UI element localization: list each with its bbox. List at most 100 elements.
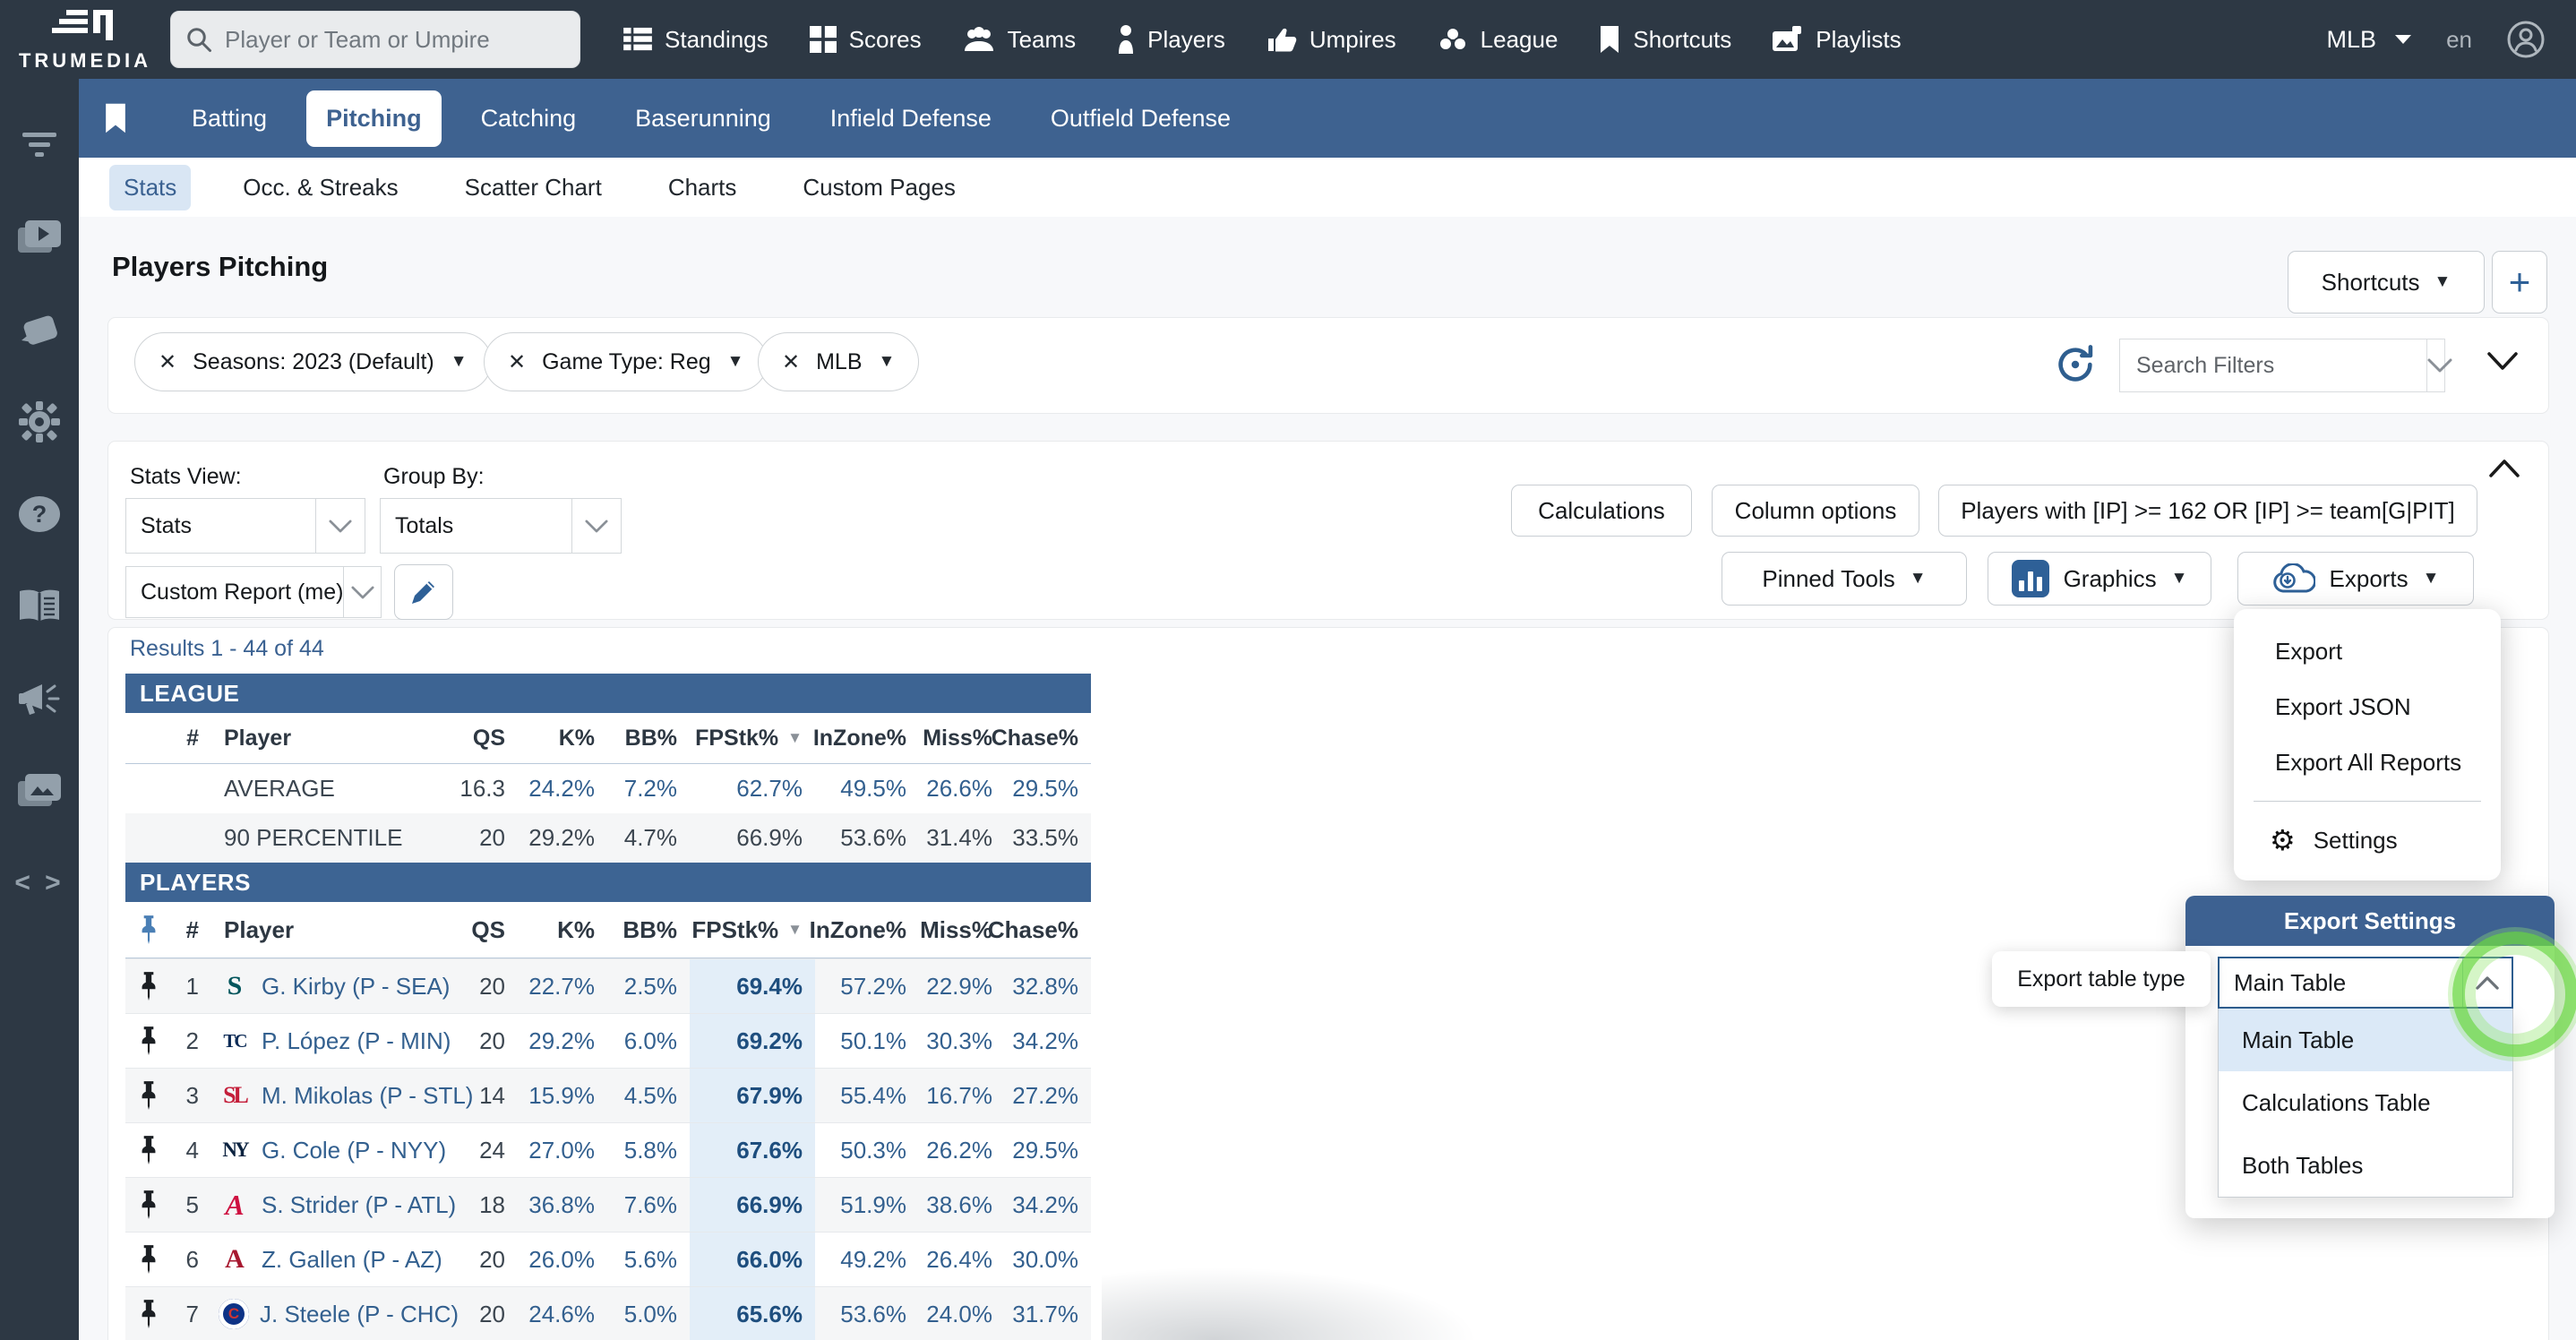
search-filters-caret[interactable]: [2426, 339, 2452, 391]
export-table-type-select[interactable]: Main Table: [2218, 957, 2513, 1009]
tab-stats[interactable]: Stats: [109, 165, 191, 210]
col-num[interactable]: #: [172, 713, 211, 763]
col-k[interactable]: K%: [518, 713, 607, 763]
filter-chip-mlb[interactable]: ✕ MLB ▼: [758, 332, 919, 391]
search-filters-input[interactable]: [2120, 352, 2426, 380]
option-main-table[interactable]: Main Table: [2219, 1009, 2512, 1071]
global-search[interactable]: [170, 11, 580, 68]
nav-scores[interactable]: Scores: [810, 26, 922, 54]
nav-umpires[interactable]: Umpires: [1267, 26, 1396, 54]
trumedia-logo[interactable]: TRUMEDIA: [0, 6, 170, 73]
filter-history-icon[interactable]: [2053, 342, 2098, 387]
player-link[interactable]: P. López (P - MIN): [262, 1027, 451, 1055]
sidebar-item-video-playlists[interactable]: [0, 191, 79, 283]
tab-custom-pages[interactable]: Custom Pages: [788, 165, 970, 210]
edit-report-button[interactable]: [394, 564, 453, 620]
pin-toggle[interactable]: [125, 1014, 172, 1068]
pinned-tools-button[interactable]: Pinned Tools ▼: [1722, 552, 1967, 606]
close-icon[interactable]: ✕: [782, 349, 800, 375]
sidebar-item-glossary[interactable]: [0, 560, 79, 652]
tab-batting[interactable]: Batting: [172, 90, 287, 147]
nav-players[interactable]: Players: [1117, 25, 1225, 54]
filter-chip-seasons[interactable]: ✕ Seasons: 2023 (Default) ▼: [134, 332, 492, 391]
pin-toggle[interactable]: [125, 1287, 172, 1340]
pin-toggle[interactable]: [125, 1178, 172, 1232]
sidebar-item-media-gallery[interactable]: [0, 744, 79, 837]
select-caret-up[interactable]: [2462, 958, 2512, 1007]
menu-item-export-json[interactable]: Export JSON: [2234, 679, 2501, 734]
menu-item-export-all-reports[interactable]: Export All Reports: [2234, 734, 2501, 790]
col-fpstk-sorted[interactable]: FPStk%▼: [690, 902, 815, 958]
sidebar-item-settings[interactable]: [0, 375, 79, 468]
add-page-button[interactable]: +: [2492, 251, 2547, 314]
nav-standings[interactable]: Standings: [623, 26, 769, 54]
col-bb[interactable]: BB%: [607, 713, 690, 763]
col-bb[interactable]: BB%: [607, 902, 690, 958]
sidebar-item-fields[interactable]: [0, 283, 79, 375]
tab-scatter-chart[interactable]: Scatter Chart: [451, 165, 616, 210]
option-calculations-table[interactable]: Calculations Table: [2219, 1071, 2512, 1134]
player-link[interactable]: J. Steele (P - CHC): [260, 1301, 459, 1328]
col-fpstk-sorted[interactable]: FPStk%▼: [690, 713, 815, 763]
col-k[interactable]: K%: [518, 902, 607, 958]
col-qs[interactable]: QS: [455, 713, 518, 763]
player-link[interactable]: S. Strider (P - ATL): [262, 1191, 456, 1219]
tab-occ-streaks[interactable]: Occ. & Streaks: [228, 165, 412, 210]
option-both-tables[interactable]: Both Tables: [2219, 1134, 2512, 1197]
sidebar-item-help[interactable]: ?: [0, 468, 79, 560]
graphics-button[interactable]: Graphics ▼: [1988, 552, 2211, 606]
nav-teams[interactable]: Teams: [963, 26, 1077, 54]
pin-toggle[interactable]: [125, 1069, 172, 1122]
column-options-button[interactable]: Column options: [1712, 485, 1919, 537]
tab-infield-defense[interactable]: Infield Defense: [811, 90, 1011, 147]
nav-league[interactable]: League: [1438, 26, 1558, 54]
close-icon[interactable]: ✕: [159, 349, 176, 375]
sidebar-item-developer[interactable]: < >: [0, 837, 79, 929]
pin-column-header[interactable]: [125, 902, 172, 958]
group-by-select[interactable]: Totals: [380, 498, 622, 554]
player-link[interactable]: G. Cole (P - NYY): [262, 1137, 446, 1164]
nav-shortcuts[interactable]: Shortcuts: [1599, 26, 1731, 54]
sidebar-item-filters[interactable]: [0, 99, 79, 191]
player-link[interactable]: M. Mikolas (P - STL): [262, 1082, 473, 1110]
col-chase[interactable]: Chase%: [1005, 902, 1091, 958]
filter-collapse-chevron-icon[interactable]: [2486, 351, 2519, 371]
col-inzone[interactable]: InZone%: [815, 902, 919, 958]
menu-item-settings[interactable]: ⚙ Settings: [2234, 812, 2501, 868]
player-link[interactable]: Z. Gallen (P - AZ): [262, 1246, 442, 1274]
close-icon[interactable]: ✕: [508, 349, 526, 375]
tab-pitching[interactable]: Pitching: [306, 90, 442, 147]
tab-baserunning[interactable]: Baserunning: [615, 90, 791, 147]
controls-collapse-chevron-icon[interactable]: [2488, 459, 2520, 478]
players-filter-button[interactable]: Players with [IP] >= 162 OR [IP] >= team…: [1938, 485, 2477, 537]
stats-view-select[interactable]: Stats: [125, 498, 365, 554]
pin-toggle[interactable]: [125, 1233, 172, 1286]
nav-playlists[interactable]: Playlists: [1773, 26, 1901, 54]
player-link[interactable]: G. Kirby (P - SEA): [262, 973, 450, 1001]
league-selector[interactable]: MLB: [2327, 26, 2413, 54]
tab-outfield-defense[interactable]: Outfield Defense: [1031, 90, 1250, 147]
exports-button[interactable]: Exports ▼: [2237, 552, 2474, 606]
search-filters-combobox[interactable]: [2119, 339, 2445, 392]
menu-item-export[interactable]: Export: [2234, 623, 2501, 679]
col-qs[interactable]: QS: [455, 902, 518, 958]
global-search-input[interactable]: [223, 25, 565, 55]
pin-toggle[interactable]: [125, 959, 172, 1013]
shortcuts-button[interactable]: Shortcuts ▼: [2288, 251, 2485, 314]
report-select[interactable]: Custom Report (me): [125, 566, 382, 618]
profile-icon[interactable]: [2506, 20, 2546, 59]
filter-chip-game-type[interactable]: ✕ Game Type: Reg ▼: [484, 332, 768, 391]
calculations-button[interactable]: Calculations: [1511, 485, 1692, 537]
col-num[interactable]: #: [172, 902, 211, 958]
col-chase[interactable]: Chase%: [1005, 713, 1091, 763]
tab-charts[interactable]: Charts: [654, 165, 751, 210]
col-player[interactable]: Player: [211, 902, 455, 958]
results-summary[interactable]: Results 1 - 44 of 44: [130, 636, 324, 662]
language-selector[interactable]: en: [2446, 26, 2472, 54]
col-inzone[interactable]: InZone%: [815, 713, 919, 763]
bookmark-icon[interactable]: [104, 103, 127, 133]
pin-toggle[interactable]: [125, 1123, 172, 1177]
tab-catching[interactable]: Catching: [461, 90, 597, 147]
sidebar-item-announcements[interactable]: [0, 652, 79, 744]
col-player[interactable]: Player: [211, 713, 455, 763]
